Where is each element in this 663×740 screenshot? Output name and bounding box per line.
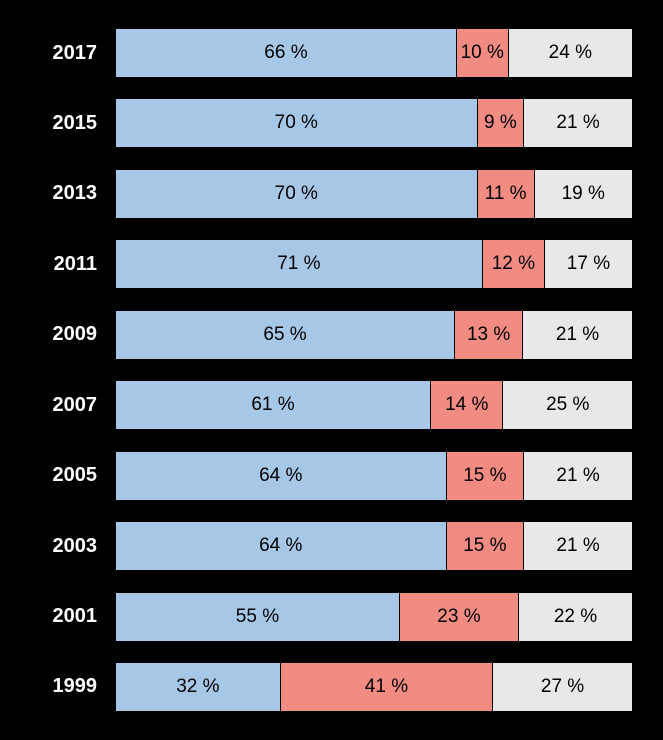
bar: 61 %14 %25 %: [115, 380, 633, 430]
year-label: 2013: [20, 182, 115, 205]
bar-segment: 19 %: [535, 170, 633, 218]
bar-segment: 65 %: [115, 311, 455, 359]
bar: 65 %13 %21 %: [115, 310, 633, 360]
year-label: 1999: [20, 675, 115, 698]
chart-row: 201171 %12 %17 %: [20, 239, 633, 289]
bar-segment: 55 %: [115, 593, 400, 641]
bar-segment: 21 %: [524, 452, 633, 500]
bar-segment: 9 %: [478, 99, 525, 147]
bar-segment: 12 %: [483, 240, 545, 288]
bar-segment: 17 %: [545, 240, 633, 288]
bar-segment: 15 %: [447, 452, 525, 500]
bar-segment: 61 %: [115, 381, 431, 429]
bar-segment: 13 %: [455, 311, 523, 359]
bar: 71 %12 %17 %: [115, 239, 633, 289]
year-label: 2017: [20, 42, 115, 65]
bar: 70 %11 %19 %: [115, 169, 633, 219]
bar-segment: 71 %: [115, 240, 483, 288]
bar: 64 %15 %21 %: [115, 521, 633, 571]
bar-segment: 66 %: [115, 29, 457, 77]
year-label: 2001: [20, 605, 115, 628]
bar-segment: 70 %: [115, 99, 478, 147]
bar-segment: 64 %: [115, 522, 447, 570]
bar: 70 %9 %21 %: [115, 98, 633, 148]
chart-row: 200564 %15 %21 %: [20, 451, 633, 501]
bar-segment: 27 %: [493, 663, 633, 711]
bar-segment: 32 %: [115, 663, 281, 711]
bar: 55 %23 %22 %: [115, 592, 633, 642]
chart-row: 200364 %15 %21 %: [20, 521, 633, 571]
bar: 32 %41 %27 %: [115, 662, 633, 712]
bar-segment: 21 %: [524, 522, 633, 570]
chart-row: 201370 %11 %19 %: [20, 169, 633, 219]
bar-segment: 15 %: [447, 522, 525, 570]
year-label: 2007: [20, 394, 115, 417]
year-label: 2005: [20, 464, 115, 487]
bar-segment: 21 %: [523, 311, 633, 359]
chart-row: 201766 %10 %24 %: [20, 28, 633, 78]
bar-segment: 22 %: [519, 593, 633, 641]
bar-segment: 70 %: [115, 170, 478, 218]
bar-segment: 24 %: [509, 29, 633, 77]
year-label: 2009: [20, 323, 115, 346]
bar-segment: 64 %: [115, 452, 447, 500]
bar-segment: 14 %: [431, 381, 504, 429]
bar: 66 %10 %24 %: [115, 28, 633, 78]
year-label: 2003: [20, 535, 115, 558]
bar-segment: 21 %: [524, 99, 633, 147]
bar-segment: 23 %: [400, 593, 519, 641]
bar-segment: 25 %: [503, 381, 633, 429]
bar-segment: 10 %: [457, 29, 509, 77]
chart-row: 200761 %14 %25 %: [20, 380, 633, 430]
chart-row: 199932 %41 %27 %: [20, 662, 633, 712]
chart-row: 200155 %23 %22 %: [20, 592, 633, 642]
bar: 64 %15 %21 %: [115, 451, 633, 501]
chart-row: 201570 %9 %21 %: [20, 98, 633, 148]
year-label: 2011: [20, 253, 115, 276]
bar-segment: 41 %: [281, 663, 493, 711]
year-label: 2015: [20, 112, 115, 135]
stacked-bar-chart: 201766 %10 %24 %201570 %9 %21 %201370 %1…: [20, 28, 633, 712]
bar-segment: 11 %: [478, 170, 535, 218]
chart-row: 200965 %13 %21 %: [20, 310, 633, 360]
